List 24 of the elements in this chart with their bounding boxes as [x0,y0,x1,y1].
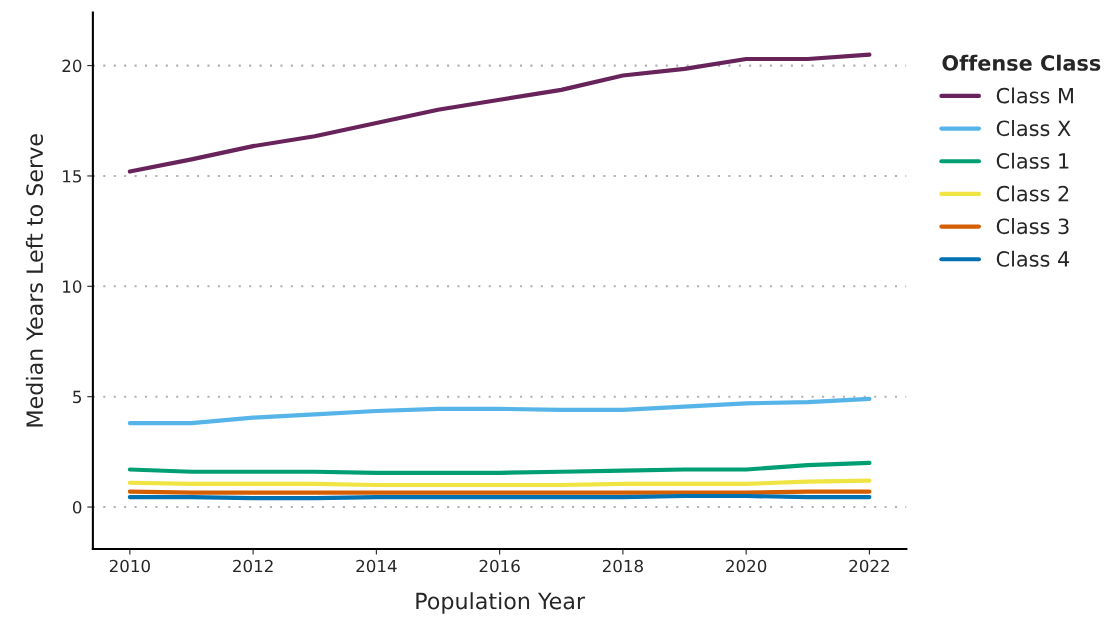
x-tick-label: 2014 [356,559,397,573]
legend-label: Class 4 [996,250,1070,267]
legend-label: Class M [996,87,1073,104]
legend-label: Class X [996,120,1071,137]
y-tick-label: 20 [62,59,82,73]
x-tick-label: 2022 [849,559,889,573]
y-axis-title: Median Years Left to Serve [25,134,44,427]
x-tick-label: 2010 [109,559,150,573]
x-tick-label: 2018 [602,559,643,573]
legend-label: Class 3 [996,218,1069,235]
line-series [127,460,872,475]
x-tick-label: 2016 [479,559,520,573]
y-tick-label: 15 [63,170,81,183]
y-tick-label: 5 [73,390,81,404]
line-series [127,396,872,426]
legend-title: Offense Class [942,54,1101,71]
x-tick-label: 2020 [726,559,767,573]
line-series [127,52,872,174]
x-tick-label: 2012 [233,559,273,573]
y-tick-label: 10 [63,280,82,293]
x-axis-title: Population Year [416,592,586,614]
legend-label: Class 1 [996,152,1069,169]
legend-label: Class 2 [996,185,1069,202]
y-tick-label: 0 [72,501,82,514]
